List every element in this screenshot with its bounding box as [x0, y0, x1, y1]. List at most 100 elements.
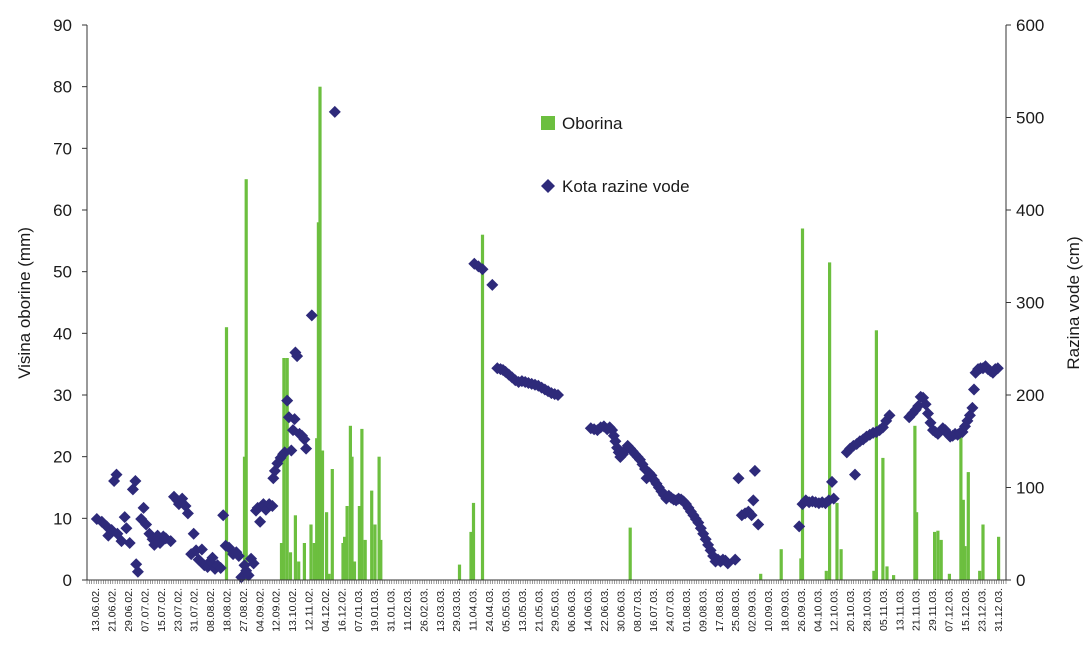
precipitation-bar: [345, 506, 349, 580]
precipitation-bar: [947, 573, 951, 580]
x-tick-label: 08.07.03.: [632, 588, 644, 632]
x-tick-label: 23.07.02.: [172, 588, 184, 632]
x-tick-label: 10.09.03.: [763, 588, 775, 632]
precipitation-bar: [242, 456, 247, 580]
x-tick-label: 17.08.03.: [714, 588, 726, 632]
x-tick-label: 23.12.03.: [976, 588, 988, 632]
water-level-point: [214, 562, 227, 574]
water-level-point: [288, 413, 301, 426]
x-tick-label: 30.06.03.: [615, 588, 627, 632]
water-level-point: [476, 263, 489, 276]
water-level-point: [991, 362, 1004, 375]
precipitation-bar: [224, 327, 229, 580]
precipitation-bar: [828, 262, 832, 580]
x-tick-label: 21.05.03.: [533, 588, 545, 632]
x-tick-label: 26.02.03.: [418, 588, 430, 632]
left-tick-label: 60: [53, 201, 72, 220]
x-tick-label: 26.09.03.: [796, 588, 808, 632]
water-level-point: [729, 553, 742, 566]
precipitation-bar: [835, 502, 839, 580]
x-tick-label: 15.12.03.: [960, 588, 972, 632]
left-tick-label: 90: [53, 16, 72, 35]
precipitation-bar: [892, 575, 896, 580]
water-level-point: [217, 509, 230, 522]
precipitation-bar: [915, 512, 919, 580]
legend-oborina-label: Oborina: [562, 114, 623, 133]
x-tick-label: 13.11.03.: [894, 588, 906, 631]
water-level-point: [242, 569, 255, 582]
x-tick-label: 07.01.03.: [353, 588, 365, 632]
precipitation-bar: [325, 512, 329, 580]
water-level-point: [748, 464, 761, 477]
water-level-point: [793, 520, 806, 533]
precipitation-bar: [315, 438, 319, 580]
x-tick-label: 11.04.03.: [468, 588, 480, 631]
precipitation-bar: [628, 527, 632, 580]
x-tick-label: 24.04.03.: [484, 588, 496, 632]
precipitation-bar: [874, 330, 878, 581]
x-tick-label: 14.06.03.: [583, 588, 595, 632]
precipitation-bar: [302, 543, 306, 580]
x-tick-label: 21.06.02.: [107, 588, 119, 632]
water-level-point: [919, 398, 932, 411]
water-level-point: [752, 518, 765, 531]
right-tick-label: 600: [1016, 16, 1044, 35]
water-level-point: [285, 444, 298, 457]
x-tick-label: 08.08.02.: [205, 588, 217, 632]
precipitation-bar: [312, 543, 316, 580]
water-level-point: [120, 522, 133, 535]
water-level-point: [123, 537, 136, 549]
x-tick-label: 13.05.03.: [517, 588, 529, 632]
x-tick-label: 16.12.02.: [336, 588, 348, 632]
x-tick-label: 12.11.02.: [304, 588, 316, 631]
precipitation-bar: [997, 536, 1001, 580]
precipitation-bar: [360, 428, 364, 580]
precipitation-bar: [480, 234, 485, 580]
water-level-point: [826, 475, 838, 488]
right-tick-label: 200: [1016, 386, 1044, 405]
precipitation-bar: [343, 536, 347, 580]
left-tick-label: 40: [53, 324, 72, 343]
water-level-point: [115, 535, 128, 548]
precipitation-bar: [981, 524, 985, 580]
x-tick-label: 12.10.03.: [829, 588, 841, 632]
precipitation-bar: [839, 549, 843, 580]
water-level-point: [305, 309, 318, 322]
x-tick-label: 31.01.03.: [386, 588, 398, 632]
precipitation-bar: [800, 228, 805, 580]
water-level-point: [732, 472, 745, 485]
water-level-point: [247, 557, 260, 570]
x-tick-label: 04.12.02.: [320, 588, 332, 632]
water-level-point: [206, 551, 219, 564]
precipitation-bar: [370, 490, 374, 580]
precipitation-bar: [373, 524, 377, 580]
precipitation-bar: [824, 570, 828, 581]
water-level-point: [110, 468, 123, 481]
precipitation-bar: [872, 570, 876, 581]
water-level-point: [137, 501, 150, 514]
x-tick-label: 13.10.02.: [287, 588, 299, 632]
precipitation-bar: [469, 531, 473, 580]
x-tick-label: 04.10.03.: [812, 588, 824, 632]
x-tick-label: 07.07.02.: [139, 588, 151, 632]
water-level-point: [131, 565, 144, 578]
x-tick-label: 12.09.02.: [271, 588, 283, 632]
water-level-point: [291, 350, 304, 363]
water-level-point: [195, 543, 208, 556]
water-level-point: [181, 507, 194, 520]
precipitation-bar: [297, 561, 301, 580]
x-tick-label: 06.06.03.: [566, 588, 578, 632]
x-tick-label: 24.07.03.: [665, 588, 677, 632]
precipitation-bar: [330, 469, 334, 580]
precipitation-bar: [288, 552, 293, 581]
water-level-point: [281, 394, 294, 407]
x-tick-label: 09.08.03.: [697, 588, 709, 632]
water-level-point: [552, 389, 564, 401]
left-tick-label: 50: [53, 263, 72, 282]
x-tick-label: 27.08.02.: [238, 588, 250, 632]
water-level-point: [968, 383, 980, 396]
water-level-point: [849, 468, 861, 481]
right-tick-label: 400: [1016, 201, 1044, 220]
x-tick-label: 19.01.03.: [369, 588, 381, 632]
precipitation-bar: [933, 531, 937, 580]
